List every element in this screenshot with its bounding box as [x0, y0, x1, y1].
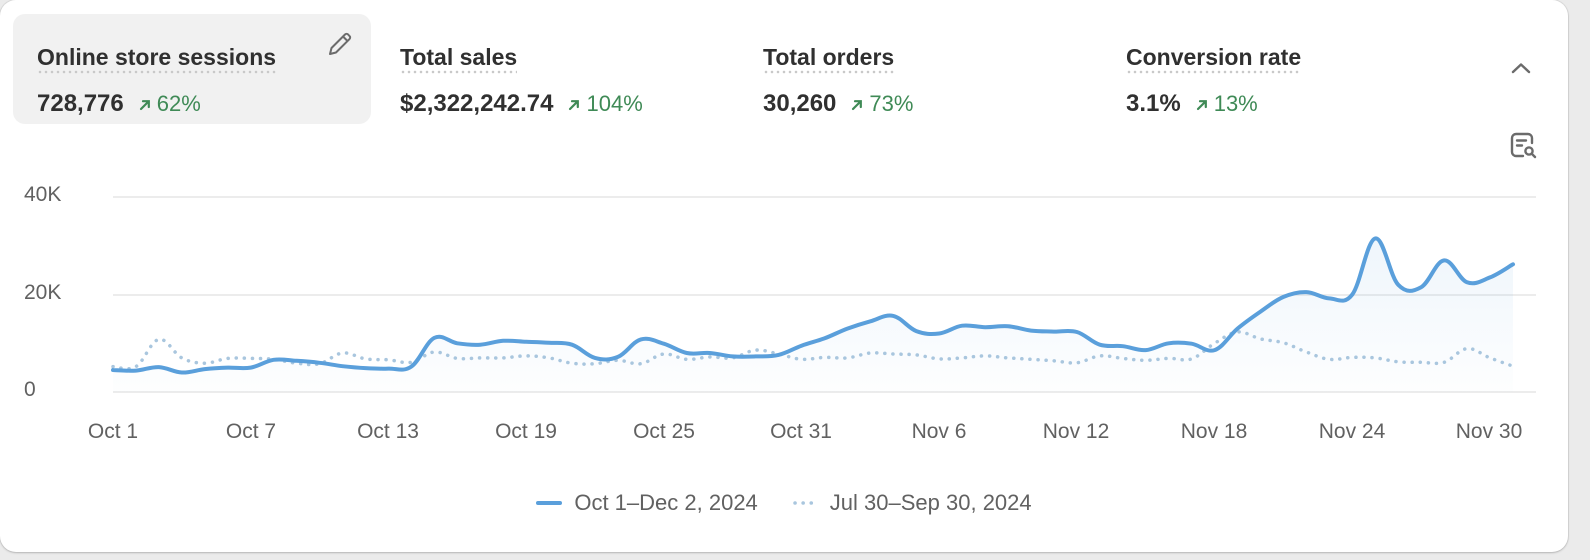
- metric-total-sales[interactable]: Total sales $2,322,242.74 104%: [376, 14, 726, 124]
- arrow-up-right-icon: [1196, 100, 1207, 111]
- metric-value: 728,776: [37, 90, 124, 117]
- metric-total-orders[interactable]: Total orders 30,260 73%: [739, 14, 1089, 124]
- pencil-icon[interactable]: [326, 30, 354, 58]
- sessions-chart-card: Online store sessions 728,776 62% Total …: [0, 0, 1568, 552]
- metric-change-value: 13%: [1213, 91, 1258, 116]
- legend-label: Jul 30–Sep 30, 2024: [829, 490, 1032, 515]
- legend-label: Oct 1–Dec 2, 2024: [574, 490, 758, 515]
- metric-value-row: $2,322,242.74 104%: [400, 90, 643, 118]
- metric-change-value: 104%: [586, 91, 643, 116]
- x-tick-label: Nov 18: [1180, 420, 1248, 443]
- x-tick-label: Nov 24: [1318, 420, 1386, 443]
- y-tick-label: 0: [24, 378, 36, 401]
- metric-change: 62%: [138, 91, 201, 117]
- dotted-line-swatch-icon: [793, 501, 818, 505]
- arrow-up-right-icon: [569, 100, 580, 111]
- metric-conversion-rate[interactable]: Conversion rate 3.1% 13%: [1102, 14, 1452, 124]
- arrow-up-right-icon: [139, 100, 150, 111]
- y-tick-label: 40K: [24, 183, 62, 206]
- x-tick-label: Nov 6: [911, 420, 967, 443]
- x-tick-label: Nov 30: [1455, 420, 1523, 443]
- metric-value: 30,260: [763, 90, 837, 117]
- x-tick-label: Oct 13: [357, 420, 419, 443]
- x-tick-label: Oct 1: [87, 420, 139, 443]
- y-tick-label: 20K: [24, 281, 62, 304]
- metric-online-store-sessions[interactable]: Online store sessions 728,776 62%: [13, 14, 371, 124]
- x-tick-label: Oct 25: [633, 420, 695, 443]
- metric-change: 73%: [850, 91, 913, 117]
- legend-item-current[interactable]: Oct 1–Dec 2, 2024: [536, 490, 758, 516]
- line-chart[interactable]: [0, 0, 1568, 460]
- metric-label[interactable]: Total orders: [763, 44, 895, 74]
- x-tick-label: Nov 12: [1042, 420, 1110, 443]
- metric-label[interactable]: Online store sessions: [37, 44, 277, 74]
- metric-change: 13%: [1195, 91, 1258, 117]
- metric-value-row: 3.1% 13%: [1126, 90, 1258, 118]
- arrow-up-right-icon: [852, 100, 863, 111]
- x-tick-label: Oct 19: [495, 420, 557, 443]
- chart-legend: Oct 1–Dec 2, 2024 Jul 30–Sep 30, 2024: [0, 490, 1568, 516]
- filter-search-icon[interactable]: [1508, 130, 1538, 160]
- chevron-up-icon[interactable]: [1508, 58, 1534, 78]
- metric-value-row: 728,776 62%: [37, 90, 201, 118]
- metric-value-row: 30,260 73%: [763, 90, 913, 118]
- metric-label[interactable]: Conversion rate: [1126, 44, 1302, 74]
- metric-change-value: 62%: [156, 91, 201, 116]
- metric-change: 104%: [567, 91, 643, 117]
- legend-item-previous[interactable]: Jul 30–Sep 30, 2024: [792, 490, 1032, 516]
- previous-series-line[interactable]: [111, 330, 1515, 371]
- solid-line-swatch-icon: [536, 501, 563, 505]
- x-tick-label: Oct 31: [770, 420, 832, 443]
- x-tick-label: Oct 7: [225, 420, 277, 443]
- metric-value: 3.1%: [1126, 90, 1181, 117]
- current-series-line[interactable]: [111, 236, 1515, 375]
- metric-label[interactable]: Total sales: [400, 44, 518, 74]
- current-series-area: [113, 238, 1513, 392]
- metric-change-value: 73%: [869, 91, 914, 116]
- metric-value: $2,322,242.74: [400, 90, 554, 117]
